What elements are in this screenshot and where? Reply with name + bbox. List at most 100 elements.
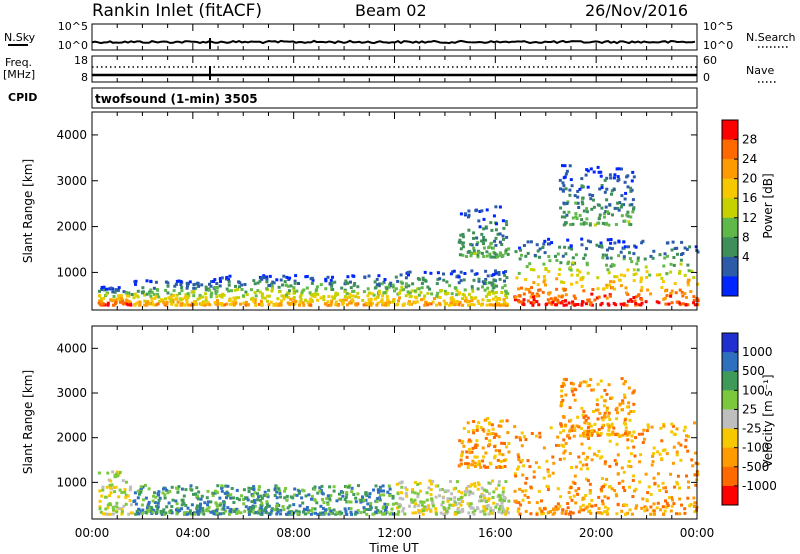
- data-cell: [669, 270, 673, 274]
- data-cell: [218, 294, 222, 297]
- data-cell: [260, 302, 264, 306]
- data-cell: [345, 492, 349, 496]
- data-cell: [108, 484, 112, 487]
- data-cell: [536, 283, 540, 287]
- data-cell: [532, 268, 536, 272]
- data-cell: [623, 489, 627, 492]
- data-cell: [253, 291, 257, 295]
- data-cell: [472, 236, 475, 240]
- data-cell: [204, 285, 208, 289]
- data-cell: [376, 509, 380, 513]
- data-cell: [366, 502, 370, 506]
- data-cell: [556, 298, 560, 302]
- data-cell: [609, 294, 612, 298]
- data-cell: [126, 294, 129, 298]
- data-cell: [386, 298, 389, 302]
- data-cell: [569, 486, 573, 489]
- data-cell: [331, 288, 335, 291]
- data-cell: [477, 277, 481, 281]
- data-cell: [344, 281, 348, 285]
- data-cell: [606, 248, 609, 252]
- data-cell: [208, 282, 211, 286]
- colorbar-band: [722, 217, 738, 238]
- data-cell: [596, 287, 600, 291]
- data-cell: [145, 292, 149, 296]
- data-cell: [372, 293, 376, 297]
- data-cell: [280, 299, 283, 303]
- data-cell: [185, 511, 189, 514]
- data-cell: [602, 287, 606, 291]
- colorbar-tick-label: 4: [742, 250, 750, 264]
- data-cell: [242, 488, 246, 492]
- data-cell: [568, 193, 572, 197]
- data-cell: [343, 498, 347, 501]
- data-cell: [386, 490, 390, 494]
- data-cell: [669, 292, 673, 296]
- data-cell: [626, 432, 630, 436]
- data-cell: [482, 242, 485, 246]
- data-cell: [529, 295, 533, 299]
- data-cell: [253, 300, 257, 304]
- data-cell: [564, 187, 568, 191]
- data-cell: [366, 287, 370, 291]
- data-cell: [584, 429, 588, 433]
- data-cell: [98, 489, 102, 493]
- data-cell: [475, 236, 479, 240]
- data-cell: [220, 276, 224, 280]
- data-cell: [673, 433, 677, 436]
- data-cell: [262, 494, 266, 497]
- data-cell: [334, 293, 337, 297]
- data-cell: [545, 302, 549, 306]
- data-cell: [582, 416, 586, 420]
- data-cell: [243, 283, 247, 286]
- data-cell: [197, 509, 201, 513]
- data-cell: [669, 262, 673, 266]
- data-cell: [518, 487, 522, 491]
- data-cell: [371, 301, 374, 305]
- data-cell: [420, 282, 424, 285]
- data-cell: [206, 489, 210, 493]
- time-axis: 00:00 04:00 08:00 12:00 16:00 20:00 00:00: [75, 24, 714, 540]
- data-cell: [684, 303, 688, 307]
- data-cell: [600, 416, 604, 420]
- data-cell: [488, 252, 492, 256]
- data-cell: [606, 432, 610, 436]
- data-cell: [467, 249, 471, 253]
- data-cell: [500, 501, 504, 505]
- data-cell: [269, 300, 273, 304]
- data-cell: [617, 208, 621, 212]
- data-cell: [649, 492, 653, 496]
- data-cell: [686, 263, 690, 267]
- data-cell: [186, 292, 190, 296]
- data-cell: [454, 300, 457, 304]
- data-cell: [520, 458, 524, 462]
- data-cell: [694, 483, 698, 487]
- data-cell: [362, 498, 366, 502]
- data-cell: [683, 507, 687, 511]
- data-cell: [485, 303, 489, 307]
- data-cell: [593, 452, 597, 456]
- data-cell: [392, 512, 395, 516]
- data-cell: [634, 245, 638, 249]
- data-cell: [580, 442, 584, 446]
- data-cell: [583, 430, 587, 434]
- data-cell: [546, 468, 550, 472]
- data-cell: [219, 512, 223, 516]
- data-cell: [513, 298, 517, 302]
- data-cell: [628, 203, 632, 207]
- data-cell: [368, 300, 372, 304]
- data-cell: [158, 299, 162, 303]
- data-cell: [564, 221, 568, 225]
- data-cell: [256, 511, 260, 515]
- data-cell: [462, 278, 466, 282]
- data-cell: [438, 494, 441, 498]
- data-cell: [218, 496, 222, 500]
- data-cell: [378, 291, 382, 295]
- data-cell: [501, 453, 505, 457]
- data-cell: [138, 300, 142, 304]
- data-cell: [142, 498, 145, 502]
- data-cell: [227, 280, 231, 284]
- data-cell: [292, 296, 296, 299]
- data-cell: [459, 247, 463, 251]
- data-cell: [560, 384, 564, 388]
